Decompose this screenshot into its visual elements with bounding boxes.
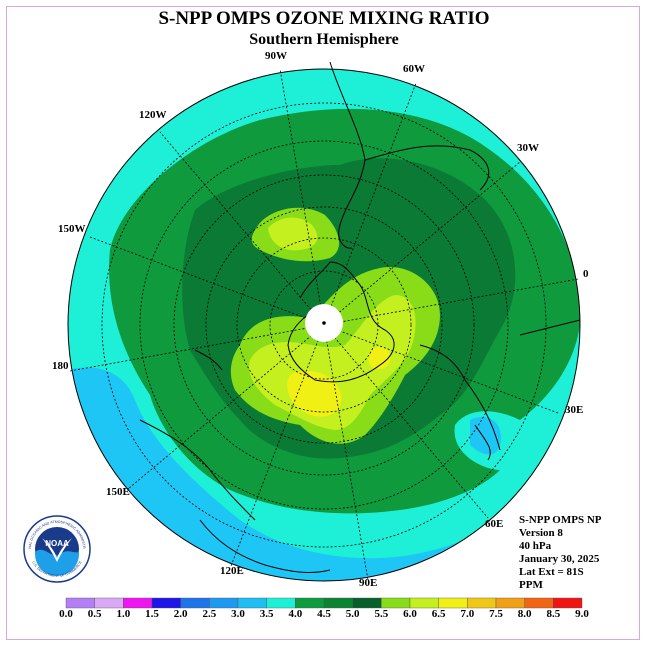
lon-label-30e: 30E	[565, 404, 584, 416]
lon-label-60e: 60E	[485, 518, 504, 530]
colorbar-label-18: 9.0	[575, 608, 589, 620]
colorbar-label-0: 0.0	[59, 608, 73, 620]
colorbar-label-14: 7.0	[460, 608, 475, 620]
colorbar-swatch-16	[524, 597, 554, 609]
colorbar-label-5: 2.5	[202, 608, 217, 620]
colorbar-label-11: 5.5	[374, 608, 389, 620]
colorbar-label-17: 8.5	[546, 608, 561, 620]
info-units: PPM	[519, 579, 543, 591]
colorbar-swatch-2	[123, 597, 153, 609]
colorbar-swatch-13	[438, 597, 468, 609]
colorbar-label-2: 1.0	[116, 608, 131, 620]
south-pole-dot	[322, 321, 326, 325]
colorbar-swatch-14	[467, 597, 497, 609]
info-date: January 30, 2025	[519, 553, 600, 565]
region-3.0-3.5-east	[470, 416, 501, 455]
lon-label-90w: 90W	[265, 50, 287, 62]
lon-label-120e: 120E	[220, 565, 244, 577]
colorbar-label-3: 1.5	[145, 608, 159, 620]
colorbar-swatch-7	[266, 597, 296, 609]
graticule	[69, 68, 579, 581]
colorbar-label-7: 3.5	[259, 608, 274, 620]
colorbar-label-15: 7.5	[489, 608, 503, 620]
colorbar-swatch-11	[381, 597, 411, 609]
colorbar-label-10: 5.0	[345, 608, 360, 620]
lon-label-90e: 90E	[359, 577, 378, 589]
colorbar-swatch-1	[94, 597, 124, 609]
colorbar	[65, 597, 583, 609]
colorbar-swatch-15	[495, 597, 525, 609]
colorbar-label-12: 6.0	[403, 608, 417, 620]
colorbar-swatch-17	[553, 597, 583, 609]
colorbar-label-4: 2.0	[173, 608, 188, 620]
colorbar-label-16: 8.0	[517, 608, 532, 620]
region-6.0-6.5-b	[368, 346, 391, 370]
region-5.5-6.0-north	[268, 217, 318, 251]
info-version: Version 8	[519, 527, 563, 539]
colorbar-label-13: 6.5	[431, 608, 446, 620]
noaa-logo-text: NOAA	[45, 539, 69, 548]
colorbar-label-8: 4.0	[288, 608, 303, 620]
info-lat-ext: Lat Ext = 81S	[519, 566, 584, 578]
colorbar-swatch-6	[237, 597, 267, 609]
figure-title: S-NPP OMPS OZONE MIXING RATIO	[158, 8, 490, 29]
colorbar-swatch-0	[65, 597, 95, 609]
colorbar-swatch-10	[352, 597, 382, 609]
lon-label-120w: 120W	[139, 109, 167, 121]
colorbar-label-9: 4.5	[317, 608, 331, 620]
colorbar-swatch-3	[151, 597, 181, 609]
colorbar-swatch-5	[209, 597, 239, 609]
figure-subtitle: Southern Hemisphere	[249, 31, 399, 48]
colorbar-swatch-8	[295, 597, 325, 609]
lon-label-150w: 150W	[58, 223, 86, 235]
info-product: S-NPP OMPS NP	[519, 514, 602, 526]
colorbar-swatch-4	[180, 597, 210, 609]
lon-label-0: 0	[583, 268, 589, 280]
colorbar-swatch-9	[323, 597, 353, 609]
colorbar-label-1: 0.5	[87, 608, 102, 620]
lon-label-60w: 60W	[403, 63, 425, 75]
info-level: 40 hPa	[519, 540, 552, 552]
lon-label-180: 180	[52, 360, 69, 372]
noaa-logo: NOAA NATIONAL OCEANIC AND ATMOSPHERIC AD…	[22, 514, 91, 583]
lon-label-30w: 30W	[517, 142, 539, 154]
map-boundary	[67, 68, 581, 582]
figure-frame	[6, 6, 640, 640]
colorbar-label-6: 3.0	[231, 608, 245, 620]
lon-label-150e: 150E	[106, 486, 130, 498]
colorbar-swatch-12	[409, 597, 439, 609]
